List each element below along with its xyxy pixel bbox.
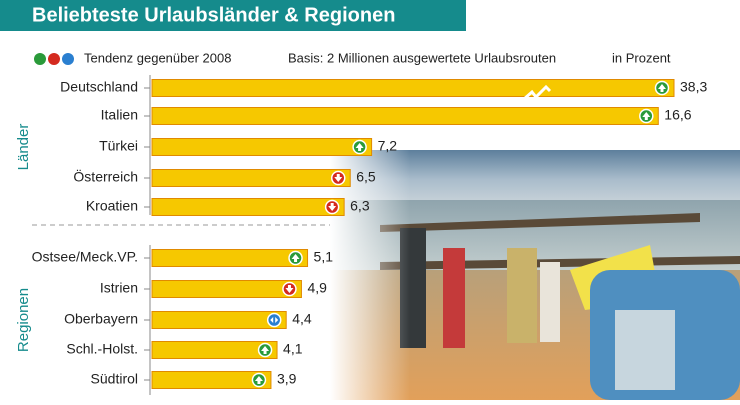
- legend-icon-down: [48, 53, 60, 65]
- title-box: [0, 0, 466, 31]
- bar: [151, 311, 287, 329]
- category-label: Schl.-Holst.: [66, 341, 138, 357]
- bar: [151, 280, 302, 298]
- category-label: Kroatien: [86, 198, 138, 214]
- category-label: Ostsee/Meck.VP.: [32, 249, 138, 265]
- value-label: 16,6: [664, 107, 691, 123]
- value-label: 38,3: [680, 79, 707, 95]
- value-label: 7,2: [378, 138, 398, 154]
- bar: [151, 138, 373, 156]
- value-label: 4,9: [307, 280, 327, 296]
- bar: [151, 169, 351, 187]
- trend-arrow: [270, 317, 279, 323]
- background-photo: [330, 150, 740, 400]
- value-label: 6,3: [350, 198, 370, 214]
- value-label: 4,4: [292, 311, 312, 327]
- group-label: Länder: [15, 124, 32, 171]
- category-label: Oberbayern: [64, 311, 138, 327]
- bar: [151, 341, 278, 359]
- legend: [34, 53, 74, 65]
- legend-icon-up: [34, 53, 46, 65]
- legend-label: Tendenz gegenüber 2008: [84, 50, 231, 65]
- bar: [151, 107, 659, 125]
- category-label: Südtirol: [91, 371, 138, 387]
- trend-arrow: [285, 285, 294, 293]
- group-label: Regionen: [15, 288, 32, 352]
- unit-note: in Prozent: [612, 50, 671, 65]
- trend-arrow: [334, 174, 343, 182]
- trend-arrow: [355, 143, 364, 151]
- category-label: Istrien: [100, 280, 138, 296]
- value-label: 4,1: [283, 341, 303, 357]
- subtitle: Basis: 2 Millionen ausgewertete Urlaubsr…: [288, 50, 556, 65]
- trend-arrow: [261, 346, 270, 354]
- axis-break: [523, 84, 552, 101]
- category-label: Österreich: [73, 168, 138, 185]
- trend-arrow: [658, 84, 666, 92]
- value-label: 5,1: [314, 249, 334, 265]
- bar: [151, 198, 345, 216]
- trend-arrow: [328, 203, 337, 211]
- category-label: Deutschland: [60, 79, 138, 95]
- trend-icon: [266, 312, 282, 328]
- category-label: Türkei: [99, 138, 138, 154]
- bar: [151, 249, 309, 267]
- value-label: 3,9: [277, 371, 297, 387]
- value-label: 6,5: [356, 169, 376, 185]
- trend-arrow: [291, 254, 300, 262]
- legend-icon-same: [62, 53, 74, 65]
- bar: [151, 371, 272, 389]
- trend-arrow: [254, 376, 263, 384]
- category-label: Italien: [101, 107, 138, 123]
- chart-title: Beliebteste Urlaubsländer & Regionen: [32, 4, 395, 26]
- bar: [151, 79, 675, 97]
- trend-arrow: [642, 112, 651, 120]
